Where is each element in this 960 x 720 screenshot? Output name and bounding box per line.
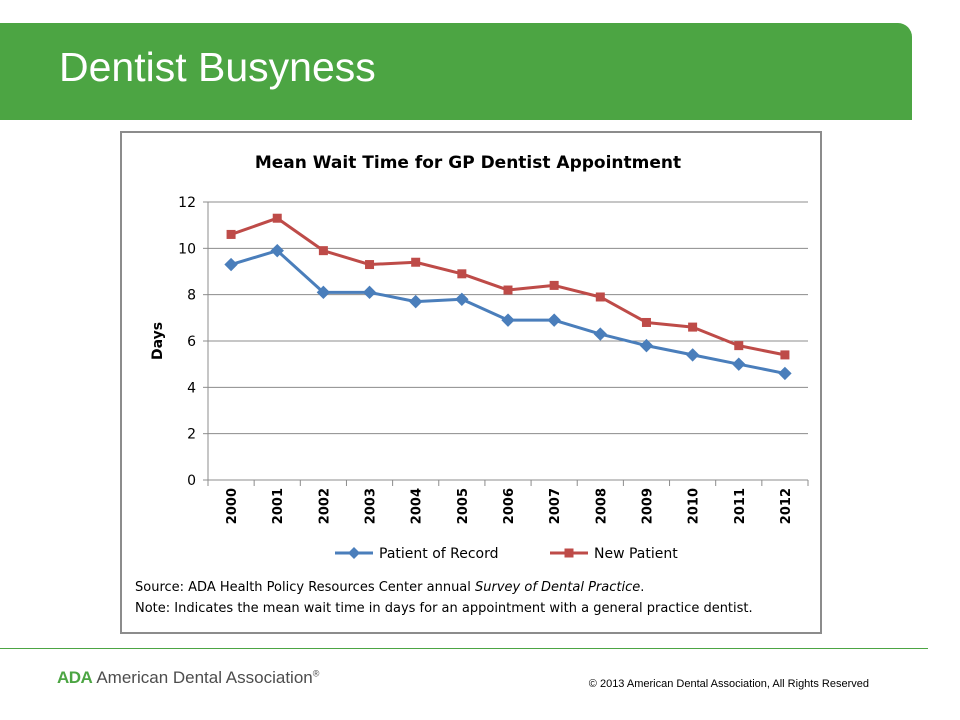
y-tick-label: 8 [187,288,196,304]
x-tick-label: 2000 [225,488,240,524]
data-point [732,357,746,371]
data-point [455,292,469,307]
definition-note: Note: Indicates the mean wait time in da… [135,601,753,616]
data-point [549,280,559,290]
chart-title: Mean Wait Time for GP Dentist Appointmen… [255,153,681,173]
source-text: Source: ADA Health Policy Resources Cent… [135,580,476,595]
data-point [547,313,561,327]
series-line [230,249,786,375]
data-point [316,285,331,300]
source-publication: Survey of Dental Practice [475,580,641,595]
source-period: . [640,580,645,595]
y-tick-label: 10 [178,241,196,257]
ada-logo: ADA American Dental Association® [57,668,319,688]
x-tick-label: 2008 [594,488,609,524]
data-point [365,260,375,270]
legend-marker [348,547,360,559]
data-point [272,213,282,223]
y-axis-label: Days [150,322,166,360]
chart-notes: Source: ADA Health Policy Resources Cent… [135,577,815,619]
x-tick-label: 2004 [410,488,425,524]
data-point [457,269,467,279]
data-point [362,285,377,300]
data-point [503,285,513,295]
x-tick-label: 2003 [364,488,379,524]
data-point [595,292,605,302]
ada-mark: ADA [57,668,93,687]
x-tick-label: 2006 [502,488,517,524]
ada-name: American Dental Association [96,668,313,687]
data-point [270,243,284,258]
x-tick-label: 2007 [548,488,563,524]
y-tick-label: 6 [187,334,196,350]
footer-rule [0,648,928,649]
data-point [318,246,328,256]
x-tick-label: 2005 [456,488,471,524]
data-point [639,338,654,353]
data-point [734,341,744,351]
data-point [685,348,700,362]
data-point [778,366,792,381]
header-band [0,23,912,120]
y-tick-label: 4 [187,380,196,396]
y-tick-label: 2 [187,427,196,443]
x-tick-label: 2012 [779,488,794,524]
data-point [501,313,515,327]
data-point [641,317,651,327]
data-point [688,322,698,332]
copyright-text: © 2013 American Dental Association, All … [588,678,869,690]
source-note: Source: ADA Health Policy Resources Cent… [135,577,815,598]
chart-frame [120,131,822,634]
slide-title: Dentist Busyness [59,44,376,90]
data-point [780,350,790,360]
legend-label: New Patient [594,546,678,562]
x-tick-label: 2001 [271,488,286,524]
x-tick-label: 2002 [317,488,332,524]
data-point [411,257,421,267]
line-chart: Mean Wait Time for GP Dentist Appointmen… [150,153,809,562]
registered-mark: ® [312,668,320,679]
data-point [593,327,608,341]
x-tick-label: 2010 [687,488,702,524]
y-tick-label: 0 [187,473,196,489]
data-point [408,294,423,309]
data-point [226,229,236,239]
x-tick-label: 2009 [640,488,655,524]
legend-marker [564,548,574,558]
y-tick-label: 12 [178,195,196,211]
data-point [224,257,238,272]
legend-label: Patient of Record [379,546,499,562]
x-tick-label: 2011 [733,488,748,524]
